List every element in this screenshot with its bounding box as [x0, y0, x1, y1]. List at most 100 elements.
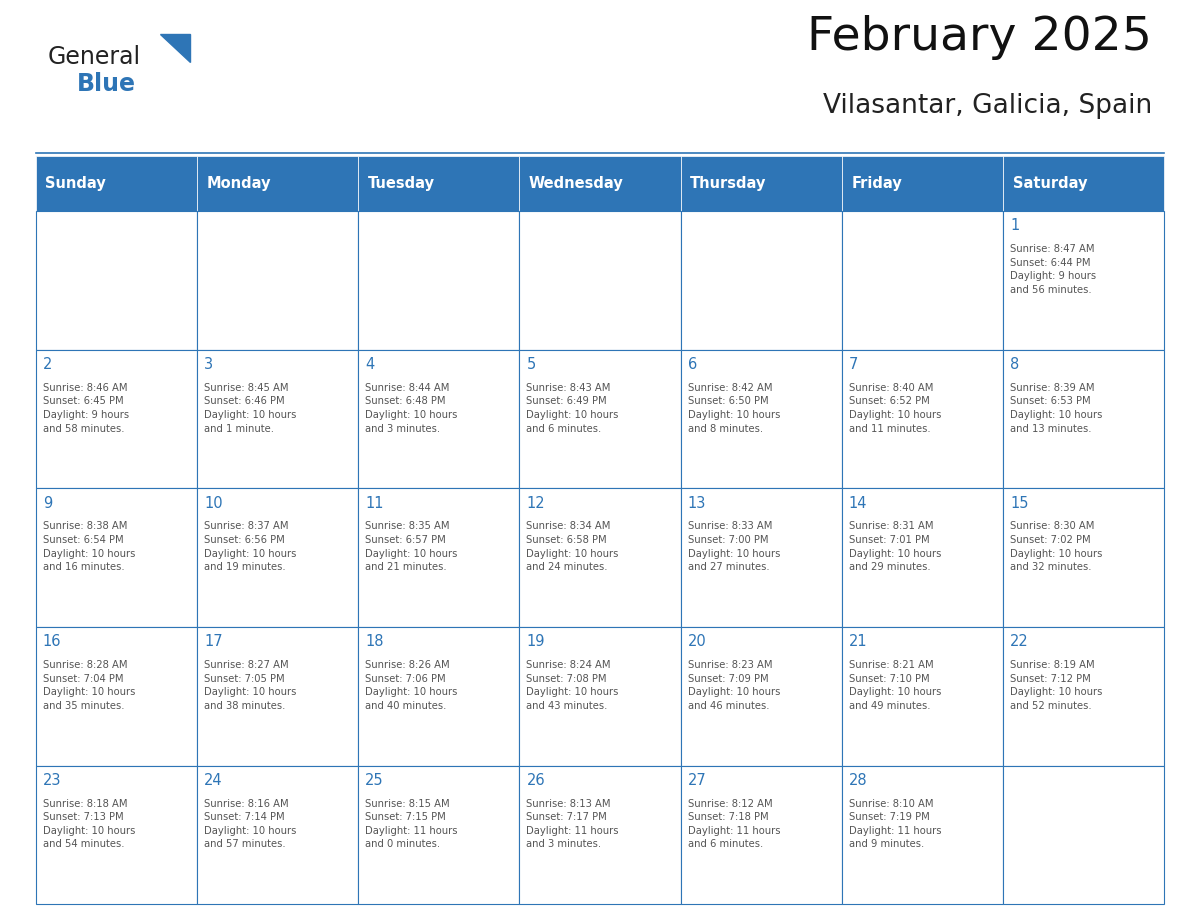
Bar: [1003, 627, 1164, 766]
Bar: [1003, 350, 1164, 488]
Text: Sunrise: 8:16 AM
Sunset: 7:14 PM
Daylight: 10 hours
and 57 minutes.: Sunrise: 8:16 AM Sunset: 7:14 PM Dayligh…: [204, 799, 296, 849]
Text: Sunrise: 8:19 AM
Sunset: 7:12 PM
Daylight: 10 hours
and 52 minutes.: Sunrise: 8:19 AM Sunset: 7:12 PM Dayligh…: [1010, 660, 1102, 711]
Text: 22: 22: [1010, 634, 1029, 649]
Bar: [36, 488, 197, 627]
Text: 15: 15: [1010, 496, 1029, 510]
Text: Sunrise: 8:12 AM
Sunset: 7:18 PM
Daylight: 11 hours
and 6 minutes.: Sunrise: 8:12 AM Sunset: 7:18 PM Dayligh…: [688, 799, 781, 849]
Text: Sunrise: 8:21 AM
Sunset: 7:10 PM
Daylight: 10 hours
and 49 minutes.: Sunrise: 8:21 AM Sunset: 7:10 PM Dayligh…: [849, 660, 941, 711]
Polygon shape: [160, 34, 190, 62]
Text: 24: 24: [204, 773, 222, 788]
Text: 17: 17: [204, 634, 222, 649]
Text: Sunrise: 8:30 AM
Sunset: 7:02 PM
Daylight: 10 hours
and 32 minutes.: Sunrise: 8:30 AM Sunset: 7:02 PM Dayligh…: [1010, 521, 1102, 572]
Bar: [1003, 211, 1164, 350]
Text: Sunrise: 8:15 AM
Sunset: 7:15 PM
Daylight: 11 hours
and 0 minutes.: Sunrise: 8:15 AM Sunset: 7:15 PM Dayligh…: [365, 799, 457, 849]
Text: 5: 5: [526, 357, 536, 372]
Bar: [519, 766, 681, 904]
Text: Sunrise: 8:44 AM
Sunset: 6:48 PM
Daylight: 10 hours
and 3 minutes.: Sunrise: 8:44 AM Sunset: 6:48 PM Dayligh…: [365, 383, 457, 433]
Text: Sunrise: 8:26 AM
Sunset: 7:06 PM
Daylight: 10 hours
and 40 minutes.: Sunrise: 8:26 AM Sunset: 7:06 PM Dayligh…: [365, 660, 457, 711]
Text: Sunrise: 8:40 AM
Sunset: 6:52 PM
Daylight: 10 hours
and 11 minutes.: Sunrise: 8:40 AM Sunset: 6:52 PM Dayligh…: [849, 383, 941, 433]
Bar: [358, 766, 519, 904]
Text: Thursday: Thursday: [690, 176, 766, 191]
Text: 18: 18: [365, 634, 384, 649]
Bar: [197, 156, 358, 211]
Text: 8: 8: [1010, 357, 1019, 372]
Bar: [842, 350, 1003, 488]
Bar: [197, 488, 358, 627]
Text: 16: 16: [43, 634, 62, 649]
Text: 12: 12: [526, 496, 545, 510]
Text: 14: 14: [849, 496, 867, 510]
Text: 4: 4: [365, 357, 374, 372]
Text: Sunrise: 8:42 AM
Sunset: 6:50 PM
Daylight: 10 hours
and 8 minutes.: Sunrise: 8:42 AM Sunset: 6:50 PM Dayligh…: [688, 383, 781, 433]
Bar: [842, 488, 1003, 627]
Bar: [358, 211, 519, 350]
Text: 19: 19: [526, 634, 545, 649]
Text: Sunrise: 8:46 AM
Sunset: 6:45 PM
Daylight: 9 hours
and 58 minutes.: Sunrise: 8:46 AM Sunset: 6:45 PM Dayligh…: [43, 383, 128, 433]
Bar: [36, 211, 197, 350]
Text: 28: 28: [849, 773, 867, 788]
Text: 27: 27: [688, 773, 707, 788]
Text: 9: 9: [43, 496, 52, 510]
Bar: [842, 156, 1003, 211]
Text: Sunrise: 8:24 AM
Sunset: 7:08 PM
Daylight: 10 hours
and 43 minutes.: Sunrise: 8:24 AM Sunset: 7:08 PM Dayligh…: [526, 660, 619, 711]
Text: Saturday: Saturday: [1012, 176, 1087, 191]
Text: Sunrise: 8:35 AM
Sunset: 6:57 PM
Daylight: 10 hours
and 21 minutes.: Sunrise: 8:35 AM Sunset: 6:57 PM Dayligh…: [365, 521, 457, 572]
Text: General: General: [48, 45, 140, 69]
Bar: [36, 350, 197, 488]
Text: 7: 7: [849, 357, 858, 372]
Bar: [681, 211, 842, 350]
Bar: [197, 627, 358, 766]
Bar: [1003, 766, 1164, 904]
Text: 1: 1: [1010, 218, 1019, 233]
Bar: [519, 627, 681, 766]
Bar: [842, 627, 1003, 766]
Bar: [842, 766, 1003, 904]
Text: 21: 21: [849, 634, 867, 649]
Bar: [358, 488, 519, 627]
Text: 11: 11: [365, 496, 384, 510]
Bar: [1003, 488, 1164, 627]
Bar: [36, 627, 197, 766]
Text: Sunrise: 8:10 AM
Sunset: 7:19 PM
Daylight: 11 hours
and 9 minutes.: Sunrise: 8:10 AM Sunset: 7:19 PM Dayligh…: [849, 799, 941, 849]
Text: Tuesday: Tuesday: [368, 176, 435, 191]
Bar: [197, 350, 358, 488]
Text: Sunrise: 8:47 AM
Sunset: 6:44 PM
Daylight: 9 hours
and 56 minutes.: Sunrise: 8:47 AM Sunset: 6:44 PM Dayligh…: [1010, 244, 1097, 295]
Bar: [519, 156, 681, 211]
Bar: [358, 350, 519, 488]
Bar: [36, 766, 197, 904]
Text: 3: 3: [204, 357, 213, 372]
Bar: [358, 627, 519, 766]
Bar: [197, 211, 358, 350]
Text: 10: 10: [204, 496, 222, 510]
Text: February 2025: February 2025: [808, 15, 1152, 60]
Text: 13: 13: [688, 496, 706, 510]
Bar: [681, 766, 842, 904]
Text: Sunrise: 8:37 AM
Sunset: 6:56 PM
Daylight: 10 hours
and 19 minutes.: Sunrise: 8:37 AM Sunset: 6:56 PM Dayligh…: [204, 521, 296, 572]
Bar: [519, 211, 681, 350]
Bar: [842, 211, 1003, 350]
Text: Monday: Monday: [207, 176, 271, 191]
Text: Sunrise: 8:34 AM
Sunset: 6:58 PM
Daylight: 10 hours
and 24 minutes.: Sunrise: 8:34 AM Sunset: 6:58 PM Dayligh…: [526, 521, 619, 572]
Text: Sunrise: 8:31 AM
Sunset: 7:01 PM
Daylight: 10 hours
and 29 minutes.: Sunrise: 8:31 AM Sunset: 7:01 PM Dayligh…: [849, 521, 941, 572]
Bar: [358, 156, 519, 211]
Text: Blue: Blue: [77, 73, 137, 96]
Text: Sunrise: 8:43 AM
Sunset: 6:49 PM
Daylight: 10 hours
and 6 minutes.: Sunrise: 8:43 AM Sunset: 6:49 PM Dayligh…: [526, 383, 619, 433]
Bar: [519, 488, 681, 627]
Text: Friday: Friday: [852, 176, 902, 191]
Text: 25: 25: [365, 773, 384, 788]
Text: Sunrise: 8:23 AM
Sunset: 7:09 PM
Daylight: 10 hours
and 46 minutes.: Sunrise: 8:23 AM Sunset: 7:09 PM Dayligh…: [688, 660, 781, 711]
Text: 20: 20: [688, 634, 707, 649]
Bar: [681, 627, 842, 766]
Text: Sunday: Sunday: [45, 176, 106, 191]
Text: 2: 2: [43, 357, 52, 372]
Text: 23: 23: [43, 773, 62, 788]
Text: Sunrise: 8:45 AM
Sunset: 6:46 PM
Daylight: 10 hours
and 1 minute.: Sunrise: 8:45 AM Sunset: 6:46 PM Dayligh…: [204, 383, 296, 433]
Text: Sunrise: 8:13 AM
Sunset: 7:17 PM
Daylight: 11 hours
and 3 minutes.: Sunrise: 8:13 AM Sunset: 7:17 PM Dayligh…: [526, 799, 619, 849]
Text: Vilasantar, Galicia, Spain: Vilasantar, Galicia, Spain: [823, 94, 1152, 119]
Text: Sunrise: 8:28 AM
Sunset: 7:04 PM
Daylight: 10 hours
and 35 minutes.: Sunrise: 8:28 AM Sunset: 7:04 PM Dayligh…: [43, 660, 135, 711]
Bar: [519, 350, 681, 488]
Text: 26: 26: [526, 773, 545, 788]
Text: Sunrise: 8:27 AM
Sunset: 7:05 PM
Daylight: 10 hours
and 38 minutes.: Sunrise: 8:27 AM Sunset: 7:05 PM Dayligh…: [204, 660, 296, 711]
Bar: [36, 156, 197, 211]
Bar: [681, 350, 842, 488]
